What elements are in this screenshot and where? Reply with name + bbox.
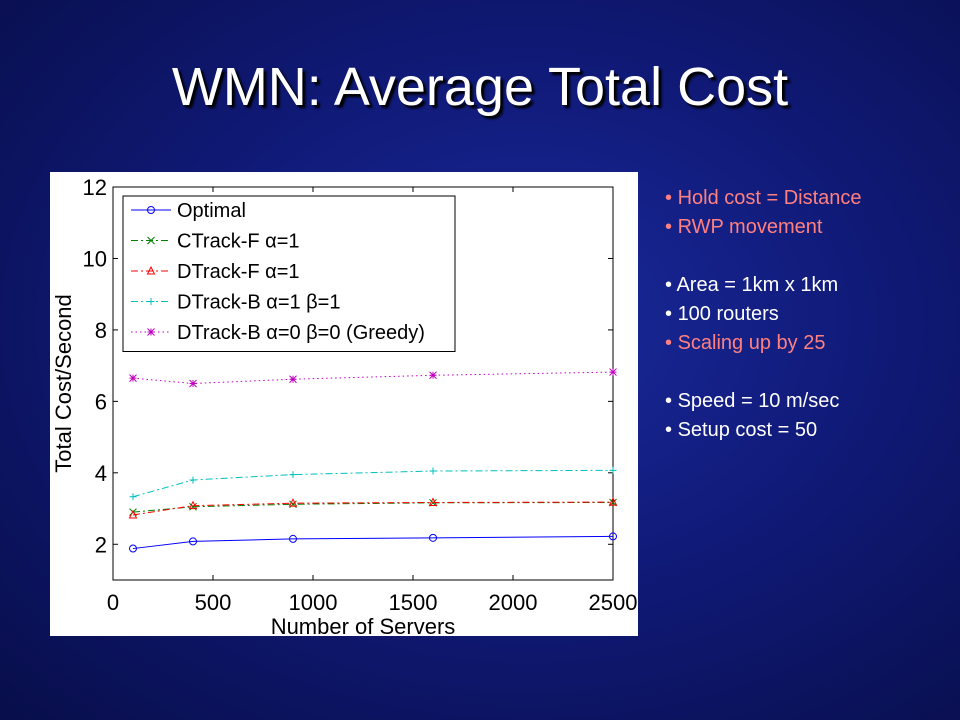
series-4 xyxy=(129,368,617,388)
data-point xyxy=(289,534,297,543)
y-tick-label: 10 xyxy=(83,246,107,271)
data-point xyxy=(428,497,438,506)
bullet-text: 100 routers xyxy=(677,303,779,325)
bullet-dot: • xyxy=(665,390,678,412)
legend-marker xyxy=(146,265,156,275)
bullet-item: • Area = 1km x 1km xyxy=(665,271,955,300)
y-tick-label: 6 xyxy=(95,389,107,414)
bullet-item: • Speed = 10 m/sec xyxy=(665,387,955,416)
data-point xyxy=(129,374,137,382)
bullet-dot: • xyxy=(665,419,678,441)
legend-label: DTrack-F α=1 xyxy=(177,261,300,283)
bullet-text: Area = 1km x 1km xyxy=(676,274,839,296)
legend-label: DTrack-B α=1 β=1 xyxy=(177,292,341,314)
bullet-dot: • xyxy=(665,216,678,238)
data-point xyxy=(188,500,198,510)
chart-panel: 0 500 1000 1500 2000 2500 2 4 6 8 10 12 Number of Se… xyxy=(50,172,638,636)
y-tick-label: 2 xyxy=(95,532,107,557)
data-point xyxy=(129,493,137,501)
bullet-text: Setup cost = 50 xyxy=(677,419,818,441)
x-tick-label: 2000 xyxy=(489,590,538,615)
data-point xyxy=(608,496,618,506)
bullet-list: • Hold cost = Distance • RWP movement • Ar… xyxy=(665,184,955,445)
series-0 xyxy=(129,532,617,553)
series-line xyxy=(132,469,614,498)
series-line xyxy=(132,501,614,513)
bullet-item: • Scaling up by 25 xyxy=(665,329,955,358)
legend-marker xyxy=(147,236,155,245)
legend-label: Optimal xyxy=(177,200,246,222)
bullet-item: • Setup cost = 50 xyxy=(665,416,955,445)
series-line xyxy=(132,371,614,385)
series-2 xyxy=(128,496,618,519)
series-1 xyxy=(129,498,617,516)
data-point xyxy=(128,509,138,519)
bullet-text: RWP movement xyxy=(677,216,823,238)
line-chart: 0 500 1000 1500 2000 2500 2 4 6 8 10 12 Number of Se… xyxy=(51,175,638,636)
legend-marker xyxy=(147,206,155,214)
bullet-dot: • xyxy=(665,187,678,209)
bullet-dot: • xyxy=(665,303,678,325)
slide-title: WMN: Average Total Cost xyxy=(171,57,789,117)
y-tick-label: 12 xyxy=(83,175,107,200)
legend-marker xyxy=(147,328,155,336)
legend-label: CTrack-F α=1 xyxy=(177,231,300,253)
data-point xyxy=(129,544,137,553)
data-point xyxy=(189,379,197,388)
data-point xyxy=(189,537,197,546)
y-tick-label: 8 xyxy=(95,318,107,343)
bullet-text: Scaling up by 25 xyxy=(677,332,826,354)
data-point xyxy=(289,375,297,384)
x-tick-label: 500 xyxy=(195,590,232,615)
bullet-text: Speed = 10 m/sec xyxy=(677,390,840,412)
data-point xyxy=(189,476,197,484)
legend-box xyxy=(122,195,456,352)
plot-area-frame xyxy=(112,186,614,581)
data-point xyxy=(429,533,437,542)
bullet-item: • 100 routers xyxy=(665,300,955,329)
data-point xyxy=(289,471,297,479)
data-point xyxy=(609,532,617,541)
data-point xyxy=(429,467,437,475)
x-tick-label: 0 xyxy=(107,590,119,615)
legend-entry: DTrack-B α=0 β=0 (Greedy) xyxy=(131,322,425,344)
series-3 xyxy=(129,466,617,501)
data-point xyxy=(429,371,437,380)
x-tick-label: 1500 xyxy=(389,590,438,615)
legend-entry: DTrack-B α=1 β=1 xyxy=(131,292,341,314)
bullet-dot: • xyxy=(665,332,678,354)
legend-entry: CTrack-F α=1 xyxy=(131,231,300,253)
bullet-text: Hold cost = Distance xyxy=(677,187,862,209)
legend-label: DTrack-B α=0 β=0 (Greedy) xyxy=(177,322,425,344)
series-line xyxy=(132,501,614,516)
y-tick-label: 4 xyxy=(95,461,107,486)
bullet-item: • RWP movement xyxy=(665,213,955,242)
data-point xyxy=(288,498,298,507)
x-tick-label: 2500 xyxy=(589,590,638,615)
bullet-item: • Hold cost = Distance xyxy=(665,184,955,213)
y-axis-label: Total Cost/Second xyxy=(51,294,76,473)
x-tick-label: 1000 xyxy=(289,590,338,615)
legend-entry: DTrack-F α=1 xyxy=(131,261,300,283)
series-line xyxy=(132,535,614,550)
x-axis-label: Number of Servers xyxy=(271,614,456,636)
bullet-dot: • xyxy=(665,274,677,296)
legend-entry: Optimal xyxy=(131,200,246,222)
data-point xyxy=(609,466,617,474)
legend-marker xyxy=(147,298,155,305)
data-point xyxy=(609,368,617,376)
